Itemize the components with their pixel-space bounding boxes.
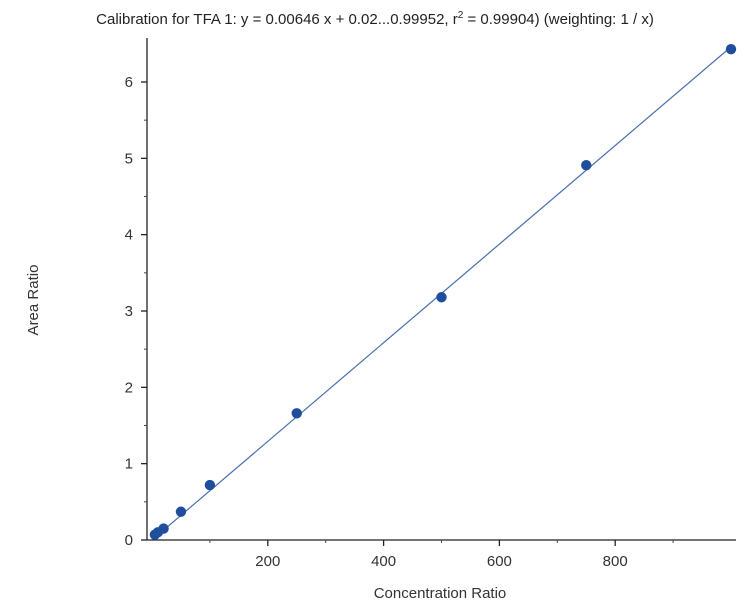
data-point (204, 479, 216, 491)
y-tick-label: 1 (125, 456, 133, 473)
data-point (291, 408, 302, 419)
data-point (581, 160, 592, 171)
axes: 0 1 2 3 4 5 6 200 400 600 800 (125, 38, 736, 570)
regression-line (156, 46, 732, 537)
y-tick-label: 0 (125, 532, 133, 549)
chart-title-prefix: Calibration for TFA 1: y = 0.00646 x + 0… (96, 11, 458, 28)
data-points (149, 43, 737, 540)
y-tick-label: 3 (125, 303, 133, 320)
x-tick-label: 600 (487, 553, 512, 570)
x-tick-label: 200 (255, 553, 280, 570)
data-point (158, 523, 169, 534)
data-point (436, 292, 447, 303)
data-point (175, 506, 187, 517)
x-tick-label: 400 (371, 553, 396, 570)
y-tick-label: 5 (125, 150, 133, 167)
chart-title-superscript: 2 (458, 10, 464, 21)
fit-line-group (156, 46, 732, 537)
y-tick-label: 6 (125, 74, 133, 91)
data-point (725, 43, 737, 55)
y-tick-label: 4 (125, 227, 133, 244)
chart-title-suffix: = 0.99904) (weighting: 1 / x) (463, 11, 654, 28)
chart-title: Calibration for TFA 1: y = 0.00646 x + 0… (96, 10, 654, 28)
y-axis-label: Area Ratio (25, 265, 42, 336)
y-tick-label: 2 (125, 379, 133, 396)
x-axis-label: Concentration Ratio (374, 585, 507, 602)
x-tick-label: 800 (603, 553, 628, 570)
